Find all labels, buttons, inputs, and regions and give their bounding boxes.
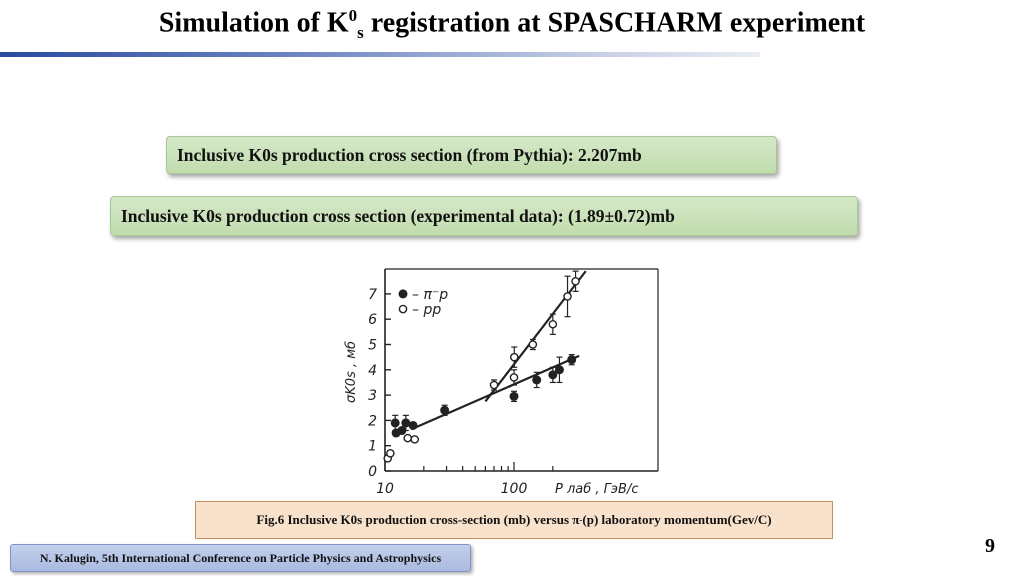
y-tick-label: 2 <box>368 413 377 429</box>
pp-point <box>403 433 413 443</box>
legend-marker-open <box>398 304 408 314</box>
experimental-cross-section-box: Inclusive K0s production cross section (… <box>110 196 858 236</box>
pi-minus-p-point <box>548 370 558 380</box>
pp-point <box>509 373 519 382</box>
pythia-cross-section-box: Inclusive K0s production cross section (… <box>166 136 777 174</box>
x-axis-label: P лаб , ГэВ/с <box>555 482 638 497</box>
title-superscript: 0 <box>348 6 358 25</box>
y-tick-label: 6 <box>368 312 377 328</box>
legend-label: – pp <box>412 302 441 318</box>
pp-point <box>489 380 499 390</box>
pi-minus-p-point <box>554 365 564 375</box>
pi-minus-p-point <box>567 355 577 365</box>
cross-section-chart: 0 1 2 3 4 5 6 7 10 100 P лаб , ГэВ/с σK0s , мб – π⁻p… <box>344 268 659 497</box>
page-number: 9 <box>985 535 995 557</box>
pi-minus-p-point <box>390 418 400 428</box>
figure-caption: Fig.6 Inclusive K0s production cross-sec… <box>195 501 833 539</box>
pythia-cross-section-text: Inclusive K0s production cross section (… <box>177 144 642 165</box>
legend-label: – π⁻p <box>412 287 448 303</box>
y-tick-label: 3 <box>368 388 377 404</box>
y-tick-label: 0 <box>368 464 377 480</box>
title-subscript: s <box>357 22 364 42</box>
pp-point <box>548 319 558 329</box>
pp-point <box>571 276 580 286</box>
x-tick-label: 100 <box>501 481 528 497</box>
cross-section-figure: 0 1 2 3 4 5 6 7 10 100 P лаб , ГэВ/с σK0s , мб – π⁻p… <box>325 262 665 500</box>
caption-superscript: - <box>579 515 583 525</box>
caption-text-pre: Fig.6 Inclusive K0s production cross-sec… <box>256 512 580 527</box>
experimental-cross-section-text: Inclusive K0s production cross section (… <box>121 205 675 226</box>
pi-minus-p-point <box>532 375 542 385</box>
pp-point <box>563 292 572 301</box>
pp-point <box>528 340 538 349</box>
title-text-pre: Simulation of K <box>158 7 349 39</box>
pi-minus-p-point <box>408 420 418 430</box>
pi-minus-p-point <box>509 391 519 401</box>
pp-point <box>509 352 519 362</box>
footer-author-box: N. Kalugin, 5th International Conference… <box>10 544 471 572</box>
legend-marker-filled <box>398 289 408 299</box>
title-underline <box>0 52 760 57</box>
y-tick-label: 1 <box>368 439 377 455</box>
caption-text-post: (p) laboratory momentum(Gev/C) <box>582 512 772 527</box>
y-tick-label: 7 <box>368 287 377 303</box>
pp-point <box>410 435 420 444</box>
x-tick-label: 10 <box>376 481 394 497</box>
footer-text: N. Kalugin, 5th International Conference… <box>39 550 442 565</box>
y-tick-label: 4 <box>368 363 377 379</box>
pi-minus-p-fit-line <box>410 354 580 431</box>
y-axis-label: σK0s , мб <box>344 341 359 403</box>
slide-title: Simulation of K0s registration at SPASCH… <box>0 6 1024 43</box>
title-text-post: registration at SPASCHARM experiment <box>363 7 866 39</box>
pp-point <box>386 448 395 458</box>
pi-minus-p-point <box>440 405 450 415</box>
y-tick-label: 5 <box>368 338 377 354</box>
